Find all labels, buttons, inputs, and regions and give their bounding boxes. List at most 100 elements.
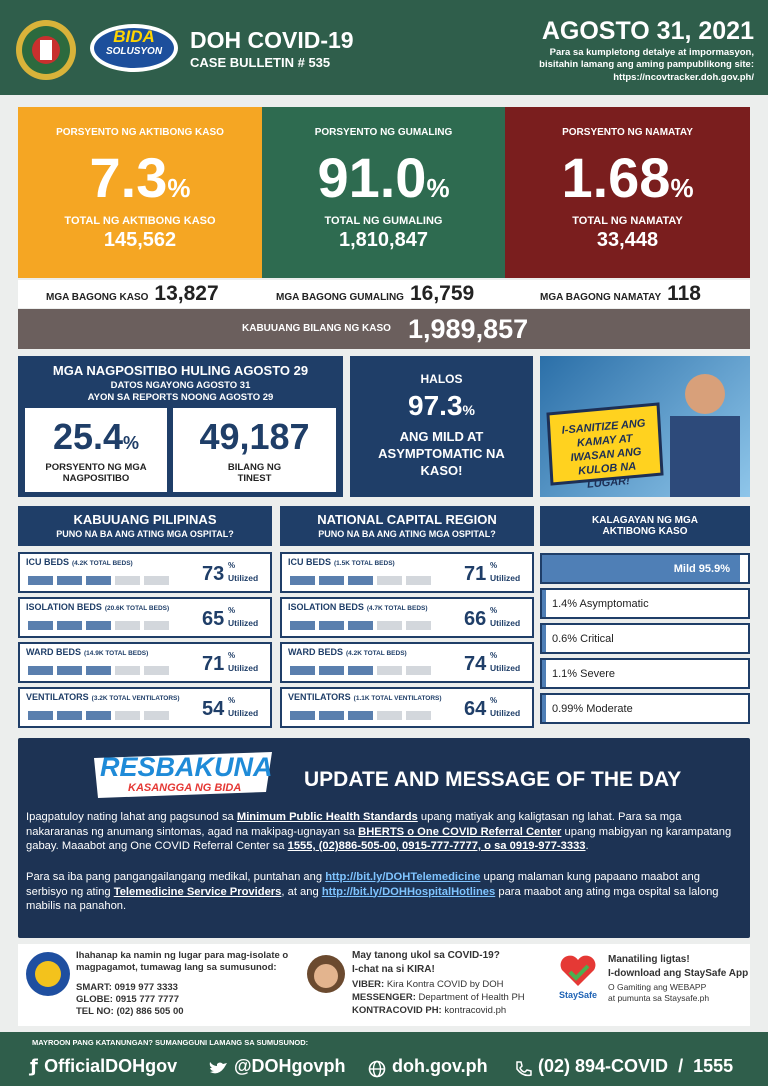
resbakuna-sub: KASANGGA NG BIDA xyxy=(128,782,242,794)
new-recovered: MGA BAGONG GUMALING 16,759 xyxy=(276,282,474,306)
twitter[interactable]: @DOHgovph xyxy=(234,1056,346,1076)
bed-detail: (4.2K TOTAL BEDS) xyxy=(72,560,133,567)
link[interactable]: http://bit.ly/DOHHospitalHotlines xyxy=(321,885,496,898)
poster-text: I-SANITIZE ANG KAMAY AT IWASAN ANG KULOB… xyxy=(561,417,646,491)
kira-q: May tanong ukol sa COVID-19? xyxy=(352,950,500,961)
bed-icon xyxy=(290,576,315,585)
line: VIBER: Kira Kontra COVID by DOH xyxy=(352,978,525,991)
util-unit: % xyxy=(490,606,498,615)
util-value: 66 xyxy=(464,608,487,630)
bed-icon xyxy=(348,576,373,585)
link[interactable]: http://bit.ly/DOHTelemedicine xyxy=(325,871,481,883)
staysafe-head: Manatiling ligtas! xyxy=(608,954,690,965)
mild-percent: 97.3% xyxy=(350,390,533,422)
bed-type: VENTILATORS xyxy=(26,692,89,702)
percent: 7.3% xyxy=(18,145,262,221)
util-unit: % xyxy=(490,651,498,660)
bed-type: ISOLATION BEDS xyxy=(26,602,102,612)
bed-icon xyxy=(57,576,82,585)
bed-type: ICU BEDS xyxy=(288,557,332,567)
rate-card: 25.4% PORSYENTO NG MGA NAGPOSITIBO xyxy=(25,408,167,492)
bed-icon xyxy=(144,576,169,585)
emphasis: Minimum Public Health Standards xyxy=(236,811,418,823)
key: VIBER: xyxy=(352,979,385,990)
bed-type: ISOLATION BEDS xyxy=(288,602,364,612)
line: GLOBE: 0915 777 7777 xyxy=(76,994,179,1005)
total-label: TOTAL NG AKTIBONG KASO xyxy=(64,215,216,227)
hotline: 1555 xyxy=(693,1056,734,1076)
bed-icon xyxy=(319,666,344,675)
tested-card: 49,187 BILANG NG TINEST xyxy=(173,408,336,492)
phone: (02) 894-COVID / 1555 xyxy=(538,1056,733,1077)
footer: MAYROON PANG KATANUNGAN? SUMANGGUNI LAMA… xyxy=(0,1032,768,1086)
staysafe-heart xyxy=(560,955,596,986)
status-stripe xyxy=(542,590,546,617)
pre: HALOS xyxy=(420,372,463,386)
bed-row: ICU BEDS (4.2K TOTAL BEDS) 73% Utilized xyxy=(18,552,272,593)
bed-detail: (14.9K TOTAL BEDS) xyxy=(84,650,149,657)
bed-icon xyxy=(144,621,169,630)
bed-icon xyxy=(115,711,140,720)
message-box: RESBAKUNA KASANGGA NG BIDA UPDATE AND ME… xyxy=(18,738,750,938)
mild-text: ANG MILD AT ASYMPTOMATIC NA KASO! xyxy=(378,429,505,478)
line: TEL NO: (02) 886 505 00 xyxy=(76,1006,184,1017)
bed-row: ISOLATION BEDS (20.6K TOTAL BEDS) 65% Utili… xyxy=(18,597,272,638)
panel-subtitle: PUNO NA BA ANG ATING MGA OSPITAL? xyxy=(56,529,234,539)
value: 13,827 xyxy=(154,282,219,305)
util-unit: % xyxy=(228,651,236,660)
bed-icon xyxy=(115,576,140,585)
bed-label: ICU BEDS (4.2K TOTAL BEDS) xyxy=(26,557,133,567)
text: Para sa iba pang pangangailangang medika… xyxy=(26,871,326,883)
bed-icon xyxy=(86,711,111,720)
bed-row: VENTILATORS (3.2K TOTAL VENTILATORS) 54% Ut… xyxy=(18,687,272,728)
status-row: 1.4% Asymptomatic xyxy=(540,588,750,619)
bed-icon xyxy=(86,666,111,675)
logo-bottom: SOLUSYON xyxy=(105,46,163,57)
bed-icon xyxy=(406,576,431,585)
bed-icon xyxy=(115,666,140,675)
value: 97.3 xyxy=(408,390,463,421)
new-deaths: MGA BAGONG NAMATAY 118 xyxy=(540,282,701,306)
bed-label: ISOLATION BEDS (4.7K TOTAL BEDS) xyxy=(288,602,428,612)
util-value: 71 xyxy=(202,653,225,675)
bed-icon xyxy=(290,666,315,675)
isolate-lines: SMART: 0919 977 3333 GLOBE: 0915 777 7777… xyxy=(76,982,184,1018)
bed-icon xyxy=(348,666,373,675)
bed-detail: (1.5K TOTAL BEDS) xyxy=(334,560,395,567)
bed-icon xyxy=(86,621,111,630)
website[interactable]: doh.gov.ph xyxy=(392,1056,488,1076)
status-row: 1.1% Severe xyxy=(540,658,750,689)
site-note: Para sa kumpletong detalye at impormasyo… xyxy=(539,47,754,70)
staysafe-sub: I-download ang StaySafe App xyxy=(608,968,749,979)
bed-icon xyxy=(57,621,82,630)
bed-icon xyxy=(28,711,53,720)
bed-icon xyxy=(377,621,402,630)
panel-title: KABUUANG PILIPINAS xyxy=(73,512,217,527)
value: 16,759 xyxy=(409,282,475,305)
line: SMART: 0919 977 3333 xyxy=(76,982,178,993)
bed-detail: (4.2K TOTAL BEDS) xyxy=(346,650,407,657)
bed-detail: (4.7K TOTAL BEDS) xyxy=(366,605,428,612)
paragraph-2: Para sa iba pang pangangailangang medika… xyxy=(26,870,738,914)
staysafe-logo: StaySafe xyxy=(558,990,598,1000)
new-cases-strip xyxy=(18,280,750,308)
line: at pumunta sa Staysafe.ph xyxy=(608,993,710,1003)
util-label: Utilized xyxy=(228,618,259,628)
unit: % xyxy=(462,402,475,418)
line: MESSENGER: Department of Health PH xyxy=(352,991,525,1004)
util-unit: % xyxy=(490,696,498,705)
total-bar: KABUUANG BILANG NG KASO 1,989,857 xyxy=(18,309,750,349)
key: MESSENGER: xyxy=(352,992,416,1003)
bed-detail: (1.1K TOTAL VENTILATORS) xyxy=(353,695,442,702)
bed-icon xyxy=(319,576,344,585)
facebook[interactable]: ƒ OfficialDOHgov xyxy=(30,1056,178,1077)
util-value: 73 xyxy=(202,563,225,585)
total-label: KABUUANG BILANG NG KASO xyxy=(242,323,391,334)
util-value: 74 xyxy=(464,653,487,675)
util-label: Utilized xyxy=(228,663,259,673)
value: 25.4 xyxy=(52,416,124,457)
bed-icon xyxy=(290,621,315,630)
unit: % xyxy=(426,173,450,203)
total: 1,810,847 xyxy=(339,229,428,251)
bed-label: ICU BEDS (1.5K TOTAL BEDS) xyxy=(288,557,395,567)
